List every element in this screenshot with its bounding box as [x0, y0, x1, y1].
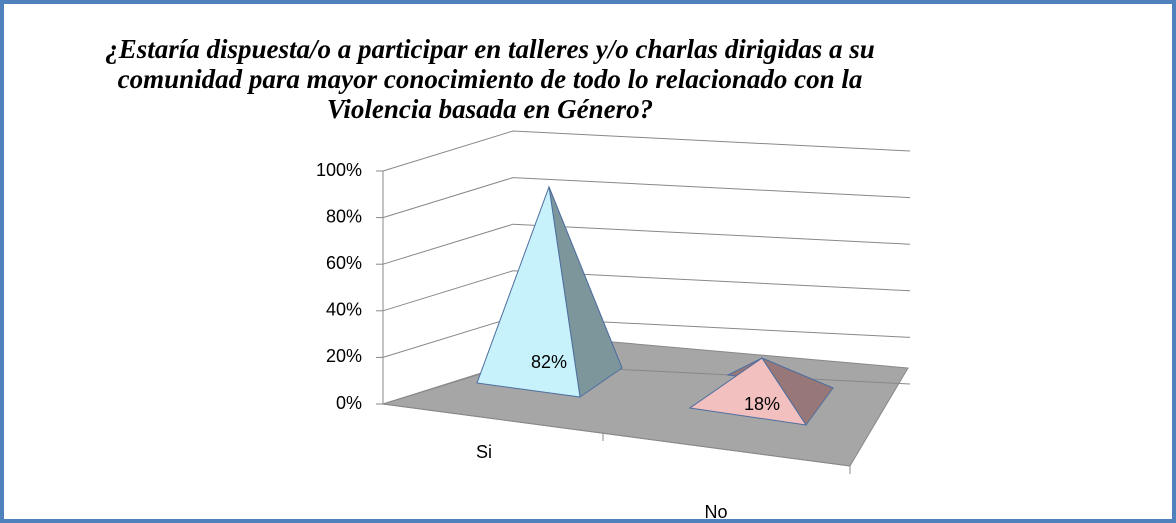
- chart-title: ¿Estaría dispuesta/o a participar en tal…: [105, 34, 875, 124]
- grid-line: [382, 177, 911, 219]
- x-axis: [382, 403, 851, 467]
- grid-line: [382, 270, 911, 312]
- grid-line: [382, 130, 911, 172]
- y-tick-label: 20%: [326, 346, 362, 366]
- value-label: 82%: [531, 352, 567, 372]
- grid-line: [382, 223, 911, 265]
- floor: [382, 339, 909, 467]
- x-tick-label: Si: [476, 442, 492, 462]
- y-tick-label: 80%: [326, 206, 362, 226]
- x-tick-label: No: [704, 502, 727, 522]
- pyramid-front: [476, 186, 581, 398]
- y-tick-label: 40%: [326, 300, 362, 320]
- pyramid-front: [688, 357, 808, 426]
- y-tick-label: 100%: [316, 160, 362, 180]
- y-tick-label: 0%: [336, 393, 362, 413]
- value-label: 18%: [744, 394, 780, 414]
- y-tick-label: 60%: [326, 253, 362, 273]
